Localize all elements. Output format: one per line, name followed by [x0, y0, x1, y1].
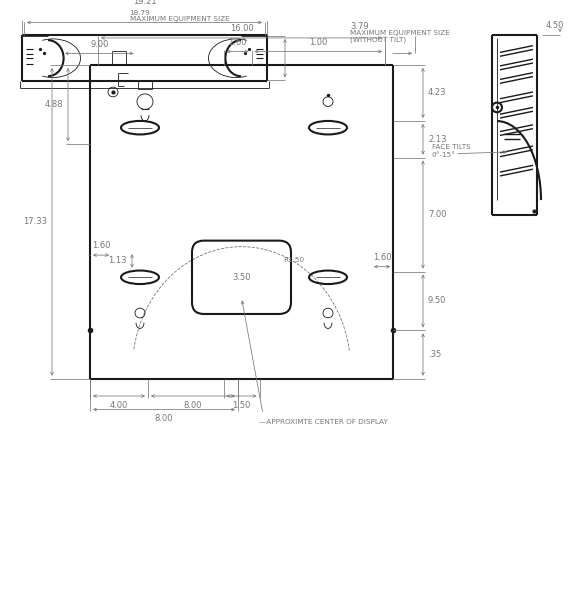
Text: 19.21: 19.21 [133, 0, 157, 6]
Text: 1.60: 1.60 [229, 38, 246, 47]
Text: 4.23: 4.23 [428, 89, 447, 98]
Text: 1.13: 1.13 [108, 256, 127, 265]
Text: 1.50: 1.50 [233, 401, 251, 410]
Text: 8.00: 8.00 [155, 414, 173, 423]
Text: 4.88: 4.88 [45, 100, 63, 109]
Text: 0°-15°: 0°-15° [432, 152, 456, 158]
Text: 4.00: 4.00 [110, 401, 128, 410]
Text: 3.79: 3.79 [350, 22, 369, 31]
Text: 17.33: 17.33 [23, 217, 47, 226]
Text: 9.00: 9.00 [90, 40, 108, 48]
Text: 4.50: 4.50 [546, 21, 564, 30]
Text: (WITHOUT TILT): (WITHOUT TILT) [350, 37, 406, 43]
Text: 1.60: 1.60 [92, 241, 110, 250]
Text: 8.00: 8.00 [184, 401, 202, 410]
Text: .35: .35 [428, 350, 441, 359]
Text: FACE TILTS: FACE TILTS [432, 144, 471, 150]
Text: 3.50: 3.50 [232, 273, 251, 282]
Text: 9.50: 9.50 [428, 297, 447, 306]
Text: —APPROXIMTE CENTER OF DISPLAY: —APPROXIMTE CENTER OF DISPLAY [259, 419, 388, 425]
Text: 18.79: 18.79 [129, 10, 150, 16]
Text: 7.00: 7.00 [428, 210, 447, 219]
Text: 2.13: 2.13 [428, 135, 447, 144]
Text: 1.00: 1.00 [309, 38, 328, 47]
Text: MAXIMUM EQUIPMENT SIZE: MAXIMUM EQUIPMENT SIZE [350, 30, 450, 36]
Text: 1.60: 1.60 [373, 253, 392, 262]
Text: 16.00: 16.00 [230, 24, 253, 33]
Text: MAXIMUM EQUIPMENT SIZE: MAXIMUM EQUIPMENT SIZE [129, 15, 229, 22]
Text: R1.50: R1.50 [284, 257, 304, 263]
